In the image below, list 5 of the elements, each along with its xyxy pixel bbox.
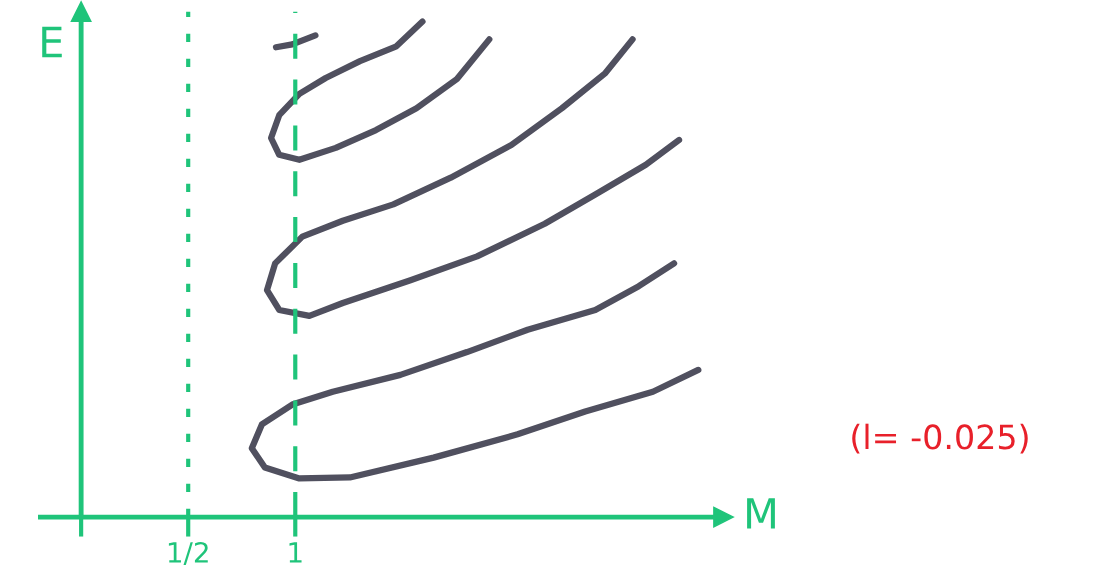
y-axis-title: E xyxy=(42,26,62,58)
text: (l= -0.025) xyxy=(852,423,1028,454)
x-tick-label: 1 xyxy=(289,542,302,563)
x-tick-label: 1/2 xyxy=(168,541,208,566)
x-axis-title: M xyxy=(747,498,775,529)
